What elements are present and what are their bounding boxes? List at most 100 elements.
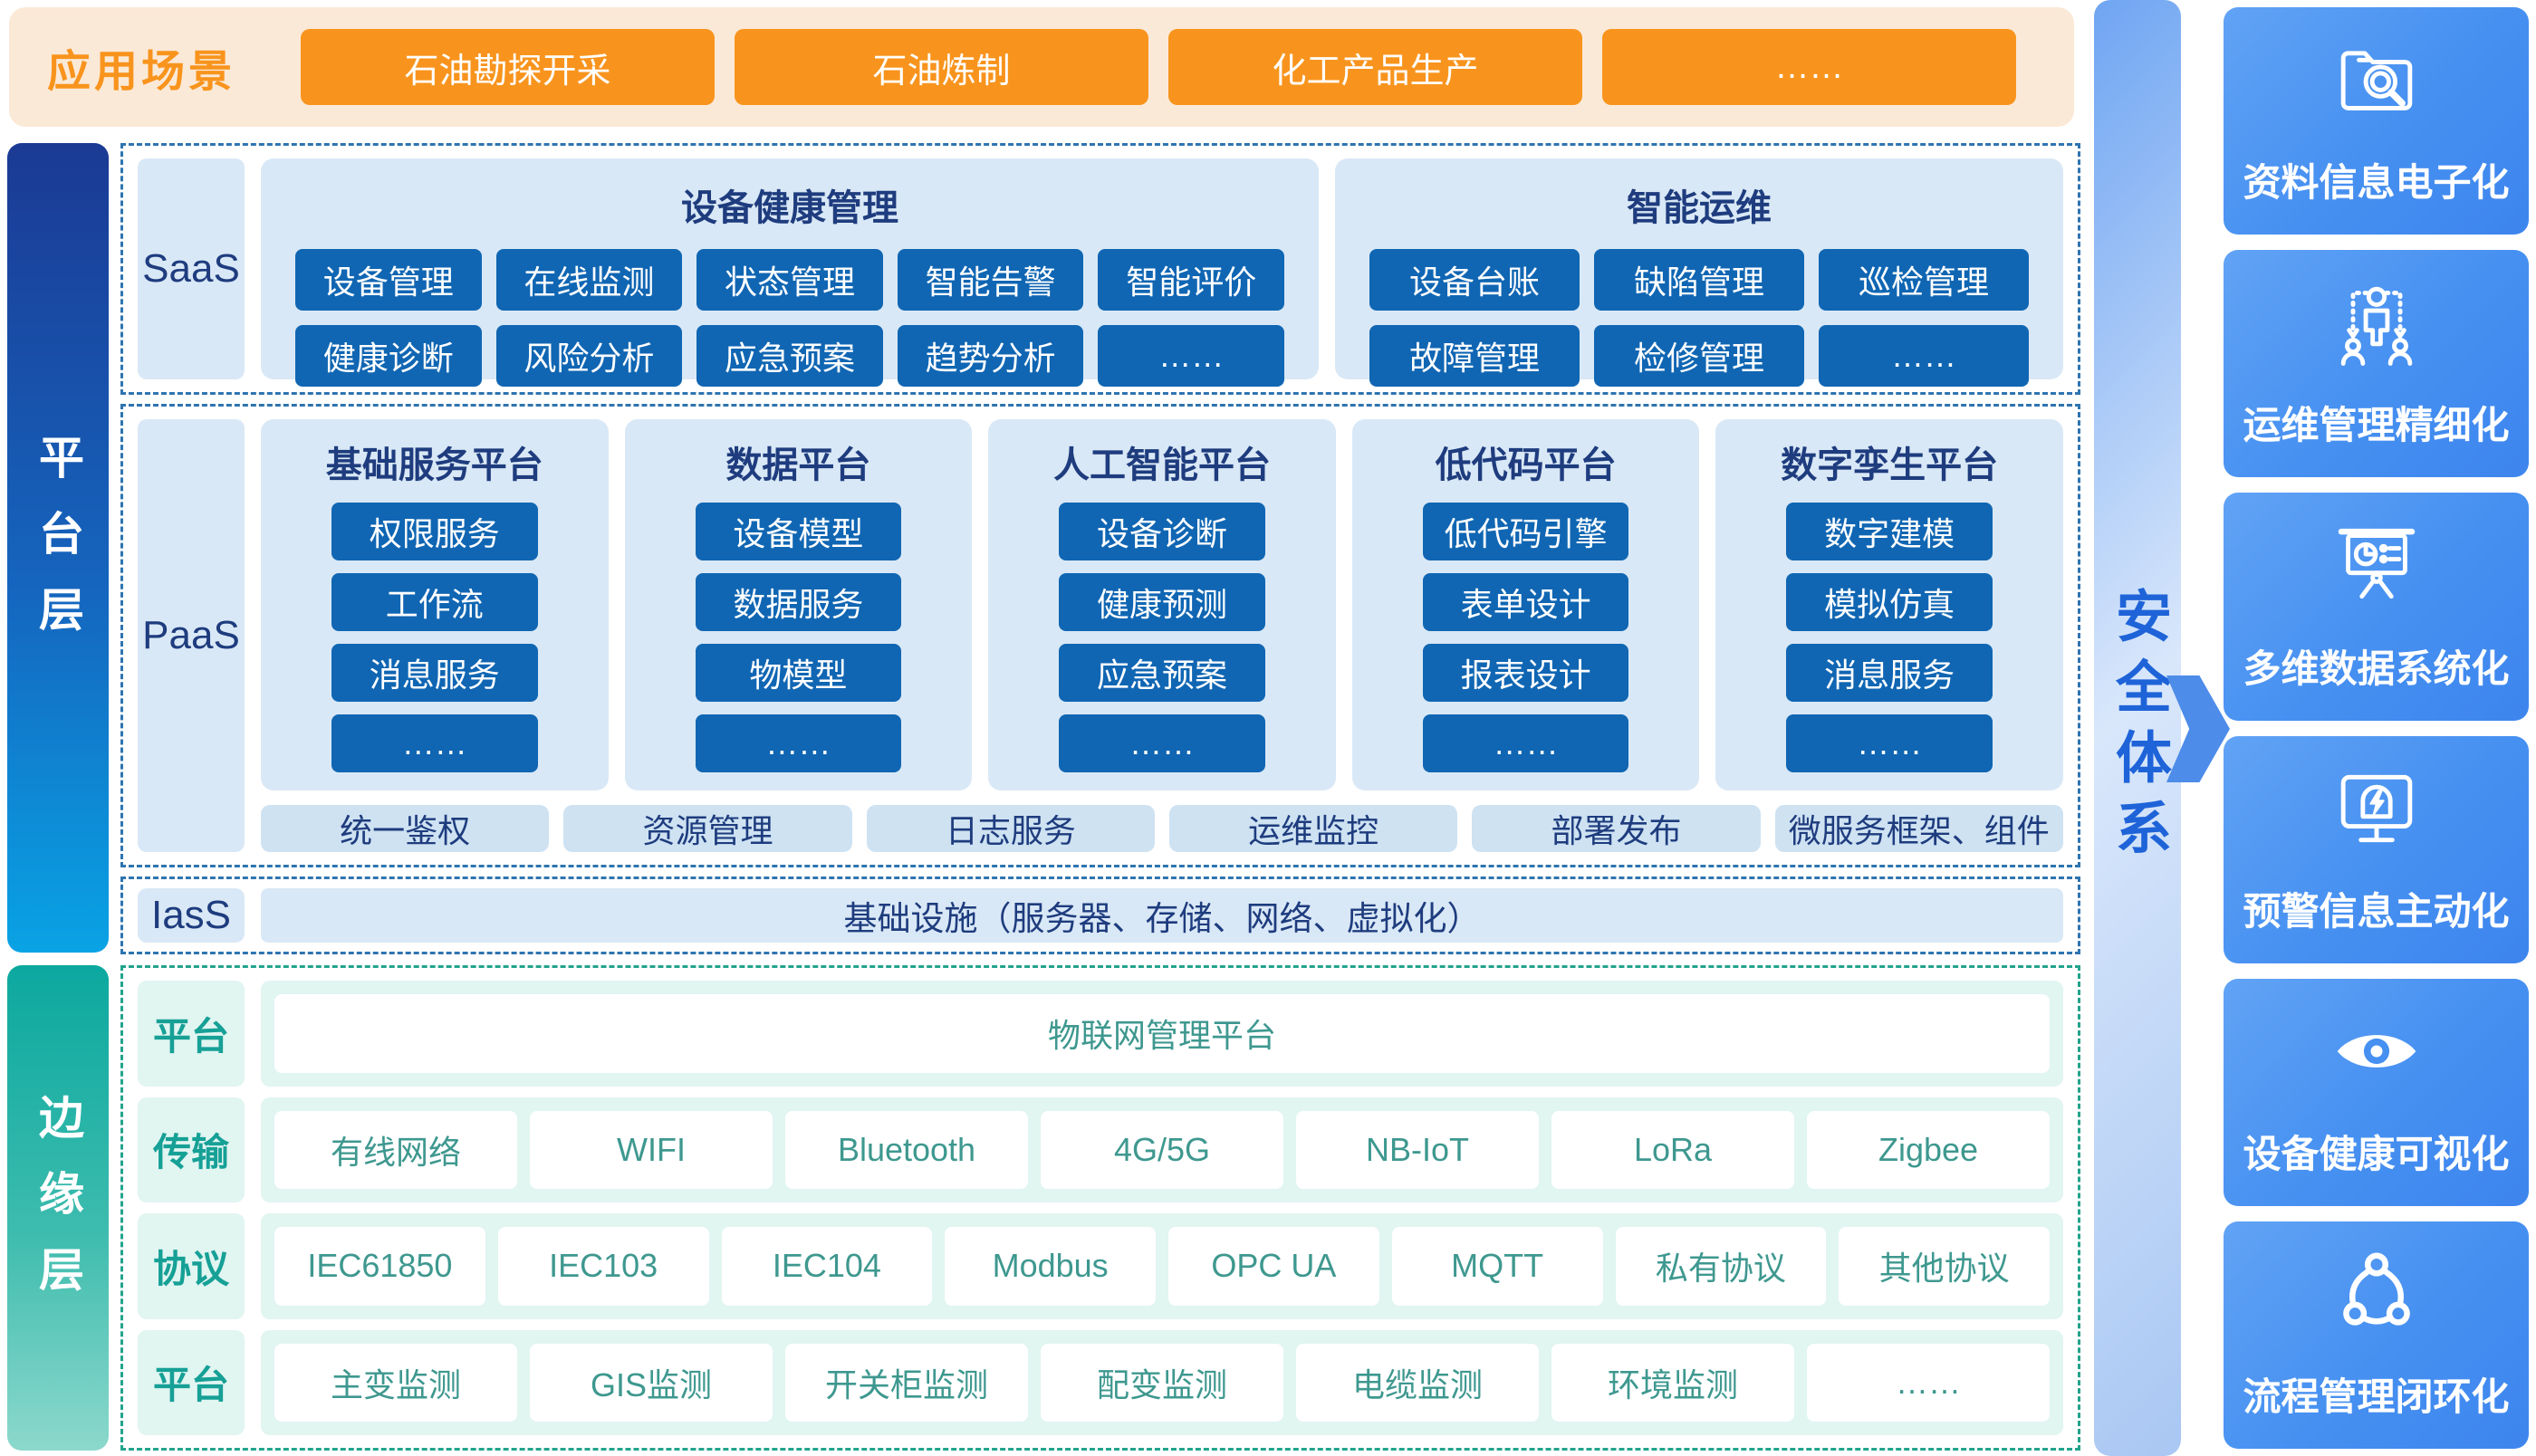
service-tile: 统一鉴权 <box>261 805 550 852</box>
edge-tile: 4G/5G <box>1041 1110 1283 1189</box>
device-health-title: 设备健康管理 <box>681 188 898 228</box>
paas-item: …… <box>1786 714 1993 772</box>
paas-item: 数字建模 <box>1786 503 1993 560</box>
edge-tile: 环境监测 <box>1551 1343 1794 1422</box>
saas-item: 状态管理 <box>696 249 883 311</box>
service-tile: 微服务框架、组件 <box>1774 805 2063 852</box>
edge-tile: OPC UA <box>1168 1227 1379 1306</box>
paas-col-items: 数字建模 模拟仿真 消息服务 …… <box>1715 503 2063 780</box>
intelligent-om-panel: 智能运维 设备台账 缺陷管理 巡检管理 故障管理 检修管理 …… <box>1335 158 2063 387</box>
paas-item: 低代码引擎 <box>1422 503 1629 560</box>
edge-row-tag: 协议 <box>138 1213 245 1319</box>
edge-tile: Zigbee <box>1807 1110 2050 1189</box>
paas-item: 物模型 <box>695 644 902 702</box>
edge-tile: 电缆监测 <box>1296 1343 1539 1422</box>
device-health-panel: 设备健康管理 设备管理 在线监测 状态管理 智能告警 智能评价 健康诊断 风险分… <box>261 158 1319 387</box>
saas-item: 检修管理 <box>1594 325 1804 387</box>
paas-item: 权限服务 <box>331 503 538 560</box>
folder-search-icon <box>2329 7 2424 152</box>
paas-item: …… <box>1422 714 1629 772</box>
paas-item: 消息服务 <box>331 644 538 702</box>
edge-tile: 有线网络 <box>274 1110 517 1189</box>
saas-tag: SaaS <box>138 158 245 379</box>
scenario-ellipsis: …… <box>1602 29 2016 105</box>
saas-item: 设备管理 <box>295 249 482 311</box>
benefit-proactive-alerts: 预警信息主动化 <box>2224 735 2529 963</box>
scenario-oil-exploration: 石油勘探开采 <box>301 29 715 105</box>
paas-section: PaaS 基础服务平台 权限服务 工作流 消息服务 …… 数据平台 设备模型 <box>120 404 2080 867</box>
paas-item: 应急预案 <box>1059 644 1265 702</box>
benefit-refined-om: 运维管理精细化 <box>2224 250 2529 478</box>
paas-col-items: 设备模型 数据服务 物模型 …… <box>625 503 973 780</box>
base-service-platform: 基础服务平台 权限服务 工作流 消息服务 …… <box>261 419 609 790</box>
edge-tile: …… <box>1807 1343 2050 1422</box>
benefit-digital-archives: 资料信息电子化 <box>2224 7 2529 235</box>
saas-item: …… <box>1098 325 1284 387</box>
paas-item: 模拟仿真 <box>1786 573 1993 631</box>
paas-item: 数据服务 <box>695 573 902 631</box>
iaas-section: IasS 基础设施（服务器、存储、网络、虚拟化） <box>120 876 2080 954</box>
edge-tile: 其他协议 <box>1839 1227 2050 1306</box>
digital-twin-platform: 数字孪生平台 数字建模 模拟仿真 消息服务 …… <box>1715 419 2063 790</box>
paas-item: 表单设计 <box>1422 573 1629 631</box>
edge-row-tag: 传输 <box>138 1097 245 1202</box>
edge-tile: 配变监测 <box>1041 1343 1283 1422</box>
paas-item: 工作流 <box>331 573 538 631</box>
saas-item: 在线监测 <box>495 249 683 311</box>
edge-row-transport: 传输 有线网络 WIFI Bluetooth 4G/5G NB-IoT LoRa… <box>138 1097 2063 1202</box>
edge-layer-bar: 边缘层 <box>7 965 109 1451</box>
edge-row-monitoring: 平台 主变监测 GIS监测 开关柜监测 配变监测 电缆监测 环境监测 …… <box>138 1329 2063 1435</box>
saas-item: 巡检管理 <box>1819 249 2029 311</box>
presentation-chart-icon <box>2329 493 2424 637</box>
org-people-icon <box>2329 250 2424 395</box>
scenarios-banner: 应用场景 石油勘探开采 石油炼制 化工产品生产 …… <box>9 7 2074 127</box>
service-tile: 资源管理 <box>563 805 852 852</box>
saas-section: SaaS 设备健康管理 设备管理 在线监测 状态管理 智能告警 智能评价 健康诊… <box>120 143 2080 395</box>
service-tile: 部署发布 <box>1472 805 1761 852</box>
infrastructure-tile: 基础设施（服务器、存储、网络、虚拟化） <box>261 888 2063 943</box>
saas-item: 健康诊断 <box>295 325 482 387</box>
paas-col-title: 数字孪生平台 <box>1781 445 1999 485</box>
edge-tile: 开关柜监测 <box>785 1343 1028 1422</box>
paas-item: 健康预测 <box>1059 573 1265 631</box>
edge-tile: IEC103 <box>497 1227 709 1306</box>
paas-tag: PaaS <box>138 419 245 852</box>
benefit-label: 设备健康可视化 <box>2243 1132 2510 1175</box>
scenario-chemical-production: 化工产品生产 <box>1168 29 1582 105</box>
benefits-column: 资料信息电子化 运维管理精细化 <box>2224 7 2529 1450</box>
edge-row-protocol: 协议 IEC61850 IEC103 IEC104 Modbus OPC UA … <box>138 1213 2063 1319</box>
edge-layer-label: 边缘层 <box>33 1094 83 1322</box>
data-platform: 数据平台 设备模型 数据服务 物模型 …… <box>624 419 973 790</box>
edge-tile: 主变监测 <box>274 1343 517 1422</box>
benefit-label: 预警信息主动化 <box>2243 889 2510 933</box>
paas-item: …… <box>331 714 538 772</box>
paas-item: 设备诊断 <box>1059 503 1265 560</box>
edge-row-content: 物联网管理平台 <box>261 981 2063 1087</box>
benefit-label: 运维管理精细化 <box>2243 404 2510 447</box>
benefit-health-visualization: 设备健康可视化 <box>2224 978 2529 1206</box>
paas-item: 报表设计 <box>1422 644 1629 702</box>
saas-item: 智能评价 <box>1098 249 1284 311</box>
edge-tile: 私有协议 <box>1615 1227 1827 1306</box>
edge-tile: MQTT <box>1391 1227 1603 1306</box>
platform-layer-bar: 平台层 <box>7 143 109 953</box>
service-tile: 日志服务 <box>866 805 1155 852</box>
paas-item: …… <box>1059 714 1265 772</box>
monitor-alert-icon <box>2329 736 2424 881</box>
saas-item: …… <box>1819 325 2029 387</box>
saas-item: 风险分析 <box>495 325 683 387</box>
intelligent-om-grid: 设备台账 缺陷管理 巡检管理 故障管理 检修管理 …… <box>1369 249 2029 387</box>
paas-col-items: 设备诊断 健康预测 应急预案 …… <box>988 503 1336 780</box>
edge-row-platform: 平台 物联网管理平台 <box>138 981 2063 1087</box>
edge-tile: GIS监测 <box>530 1343 773 1422</box>
paas-content: 基础服务平台 权限服务 工作流 消息服务 …… 数据平台 设备模型 数据服务 物… <box>261 419 2063 852</box>
paas-col-items: 权限服务 工作流 消息服务 …… <box>261 503 609 780</box>
saas-item: 缺陷管理 <box>1594 249 1804 311</box>
cycle-loop-icon <box>2329 1221 2424 1366</box>
paas-item: 设备模型 <box>695 503 902 560</box>
paas-item: 消息服务 <box>1786 644 1993 702</box>
lowcode-platform: 低代码平台 低代码引擎 表单设计 报表设计 …… <box>1351 419 1700 790</box>
edge-tile: IEC104 <box>721 1227 933 1306</box>
platform-layer-label: 平台层 <box>33 434 83 662</box>
